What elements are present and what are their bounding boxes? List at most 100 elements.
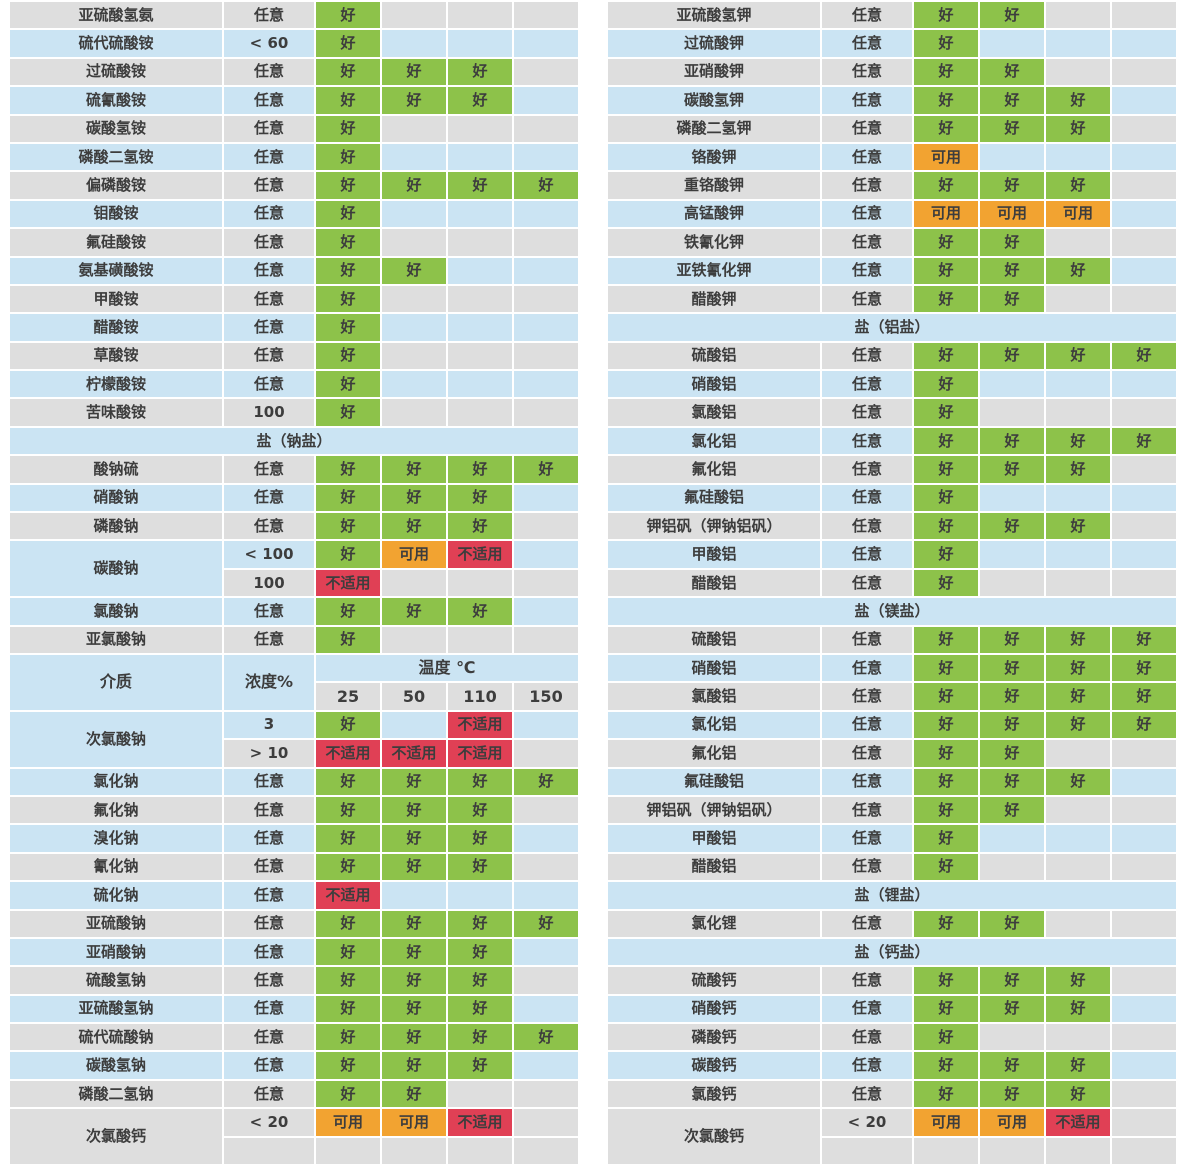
- media-cell: 氯酸钠: [10, 598, 222, 625]
- empty-rating-cell: [1112, 115, 1176, 142]
- table-row: 硫酸钙 任意好好好: [608, 967, 1176, 994]
- rating-cell-good: 好: [980, 257, 1044, 284]
- media-cell: 硫酸铝: [608, 342, 820, 370]
- empty-rating-cell: [1046, 1137, 1110, 1164]
- media-cell: 亚硝酸钠: [10, 938, 222, 966]
- concentration-cell: [224, 1137, 314, 1164]
- empty-rating-cell: [448, 342, 512, 370]
- concentration-cell: 任意: [224, 172, 314, 199]
- empty-rating-cell: [1112, 569, 1176, 597]
- rating-cell-good: 好: [1046, 1052, 1110, 1079]
- media-cell: 硫化钠: [10, 882, 222, 909]
- concentration-cell: 任意: [822, 427, 912, 455]
- rating-cell-unsuitable: 不适用: [316, 740, 380, 767]
- table-row: 酸钠硫 任意好好好好: [10, 456, 578, 483]
- rating-cell-good: 好: [1046, 456, 1110, 483]
- empty-rating-cell: [1046, 569, 1110, 597]
- empty-rating-cell: [448, 257, 512, 284]
- concentration-cell: 任意: [224, 513, 314, 540]
- empty-rating-cell: [1046, 399, 1110, 426]
- rating-cell-good: 好: [316, 825, 380, 852]
- media-cell: 氯化钠: [10, 768, 222, 795]
- rating-cell-good: 好: [316, 30, 380, 57]
- empty-rating-cell: [1112, 1052, 1176, 1079]
- empty-rating-cell: [382, 30, 446, 57]
- empty-rating-cell: [1112, 995, 1176, 1023]
- empty-rating-cell: [980, 569, 1044, 597]
- concentration-cell: 任意: [822, 229, 912, 256]
- empty-rating-cell: [448, 143, 512, 171]
- concentration-cell: 任意: [822, 853, 912, 881]
- media-cell: 氯酸铝: [608, 683, 820, 710]
- media-cell: 氟化铝: [608, 740, 820, 767]
- table-row: 醋酸钾 任意好好: [608, 285, 1176, 313]
- concentration-cell: < 100: [224, 541, 314, 568]
- table-row: 醋酸铵 任意好: [10, 314, 578, 341]
- media-cell: 氟化钠: [10, 796, 222, 824]
- rating-cell-good: 好: [316, 399, 380, 426]
- rating-cell-good: 好: [382, 796, 446, 824]
- media-cell: 氟硅酸铝: [608, 768, 820, 795]
- empty-rating-cell: [1112, 1137, 1176, 1164]
- rating-cell-good: 好: [914, 342, 978, 370]
- concentration-cell: 任意: [822, 143, 912, 171]
- empty-rating-cell: [316, 1137, 380, 1164]
- rating-cell-good: 好: [514, 1024, 578, 1051]
- table-row: 硫化钠 任意 不适用: [10, 882, 578, 909]
- empty-rating-cell: [514, 853, 578, 881]
- table-row-merged: 次氯酸钠 3 好不适用 > 10 不适用 不适用 不适用: [10, 711, 578, 767]
- rating-cell-good: 好: [448, 853, 512, 881]
- empty-rating-cell: [448, 2, 512, 29]
- media-cell: 氯酸钙: [608, 1080, 820, 1108]
- rating-cell-good: 好: [316, 853, 380, 881]
- concentration-cell: 任意: [224, 200, 314, 228]
- concentration-cell: 任意: [224, 626, 314, 653]
- rating-cell-good: 好: [448, 598, 512, 625]
- empty-rating-cell: [514, 796, 578, 824]
- empty-rating-cell: [448, 115, 512, 142]
- media-cell: 磷酸钙: [608, 1024, 820, 1051]
- rating-cell-good: 好: [914, 513, 978, 540]
- empty-rating-cell: [448, 1137, 512, 1164]
- concentration-cell: 任意: [224, 58, 314, 86]
- concentration-cell: 任意: [224, 825, 314, 852]
- empty-rating-cell: [1046, 910, 1110, 937]
- rating-cell-good: 好: [980, 768, 1044, 795]
- table-row: 高锰酸钾 任意 可用 可用 可用: [608, 200, 1176, 228]
- rating-cell-unsuitable: 不适用: [382, 740, 446, 767]
- empty-rating-cell: [514, 371, 578, 398]
- concentration-cell: 任意: [822, 58, 912, 86]
- concentration-cell: 任意: [224, 910, 314, 937]
- rating-cell-good: 好: [316, 257, 380, 284]
- table-row: 钼酸铵 任意好: [10, 200, 578, 228]
- empty-rating-cell: [514, 1137, 578, 1164]
- empty-rating-cell: [448, 399, 512, 426]
- empty-rating-cell: [514, 825, 578, 852]
- concentration-cell: 任意: [224, 967, 314, 994]
- empty-rating-cell: [382, 285, 446, 313]
- empty-rating-cell: [1112, 513, 1176, 540]
- rating-cell-good: 好: [980, 626, 1044, 653]
- rating-cell-good: 好: [980, 342, 1044, 370]
- table-row: 氯酸钙 任意好好好: [608, 1080, 1176, 1108]
- rating-cell-good: 好: [980, 2, 1044, 29]
- concentration-cell: 任意: [822, 172, 912, 199]
- rating-cell-good: 好: [316, 87, 380, 114]
- concentration-cell: 任意: [822, 1080, 912, 1108]
- empty-rating-cell: [1046, 1024, 1110, 1051]
- rating-cell-good: 好: [382, 1080, 446, 1108]
- rating-cell-good: 好: [382, 513, 446, 540]
- rating-cell-unsuitable: 不适用: [448, 711, 512, 739]
- temp-110-cell: 110: [448, 683, 512, 710]
- concentration-cell: 任意: [224, 938, 314, 966]
- media-cell: 甲酸铵: [10, 285, 222, 313]
- empty-rating-cell: [382, 399, 446, 426]
- empty-rating-cell: [514, 200, 578, 228]
- rating-cell-good: 好: [316, 967, 380, 994]
- empty-rating-cell: [1112, 853, 1176, 881]
- table-row: 甲酸铝 任意好: [608, 541, 1176, 568]
- rating-cell-good: 好: [316, 58, 380, 86]
- media-cell: 次氯酸钙: [10, 1109, 222, 1164]
- empty-rating-cell: [382, 882, 446, 909]
- rating-cell-good: 好: [316, 285, 380, 313]
